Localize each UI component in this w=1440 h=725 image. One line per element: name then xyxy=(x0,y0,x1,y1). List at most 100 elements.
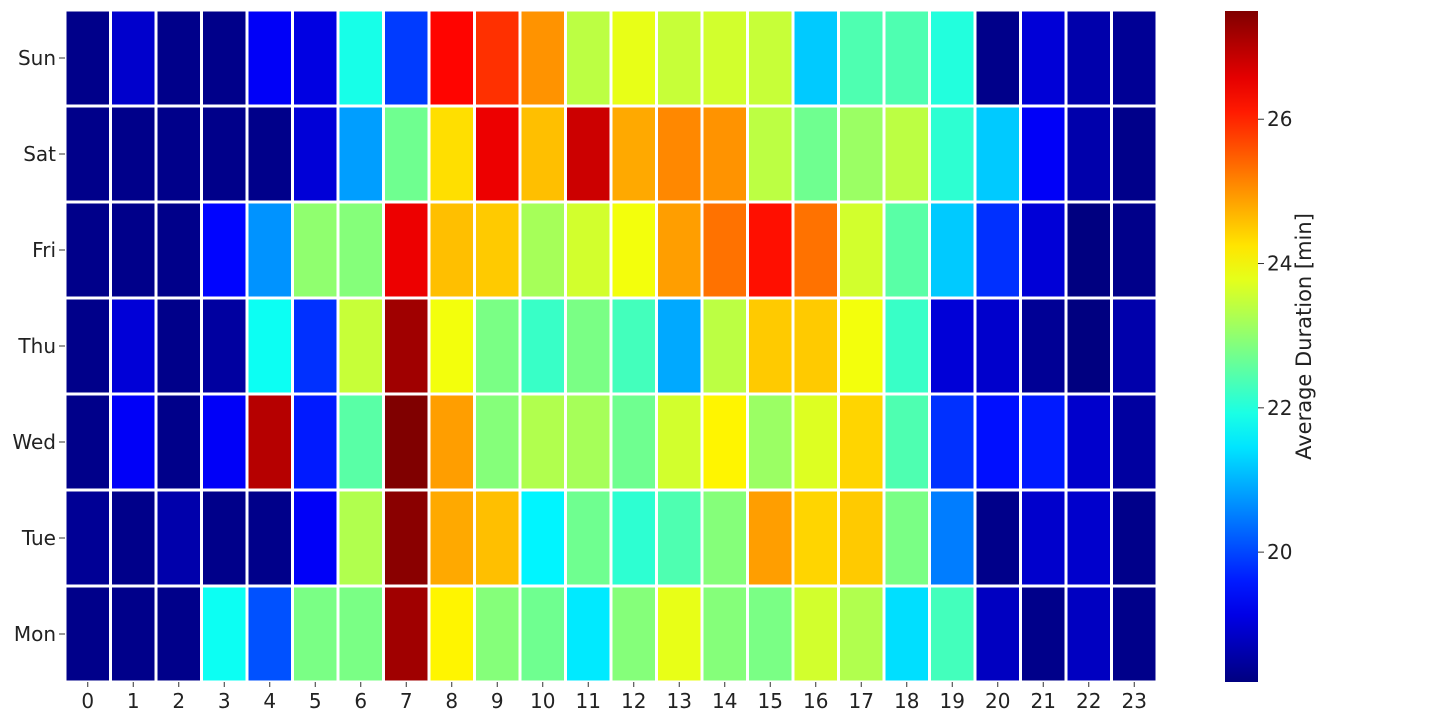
heatmap-cell-tue-22 xyxy=(1064,488,1113,588)
colorbar-tick-label-24: 24 xyxy=(1267,252,1292,276)
heatmap-cell-wed-23 xyxy=(1110,392,1159,492)
heatmap-cell-mon-19 xyxy=(928,584,977,684)
heatmap-cell-fri-15 xyxy=(746,200,795,300)
heatmap-cell-fri-8 xyxy=(427,200,476,300)
heatmap-cell-sat-14 xyxy=(700,104,749,204)
heatmap-cell-mon-20 xyxy=(973,584,1022,684)
heatmap-cell-thu-10 xyxy=(518,296,567,396)
heatmap-cell-sat-13 xyxy=(655,104,704,204)
y-tick-label-sun: Sun xyxy=(18,46,56,70)
heatmap-cell-thu-3 xyxy=(200,296,249,396)
heatmap-cell-tue-4 xyxy=(245,488,294,588)
heatmap-cell-fri-20 xyxy=(973,200,1022,300)
heatmap-cell-fri-18 xyxy=(882,200,931,300)
heatmap-cell-wed-16 xyxy=(791,392,840,492)
heatmap-cell-mon-21 xyxy=(1019,584,1068,684)
colorbar-label: Average Duration [min] xyxy=(1292,213,1316,460)
heatmap-cell-fri-14 xyxy=(700,200,749,300)
x-tick-label-10: 10 xyxy=(530,689,555,713)
heatmap-cell-wed-6 xyxy=(336,392,385,492)
heatmap-cell-fri-10 xyxy=(518,200,567,300)
heatmap-cell-wed-4 xyxy=(245,392,294,492)
heatmap-cell-fri-0 xyxy=(63,200,112,300)
x-tick-label-0: 0 xyxy=(81,689,94,713)
heatmap-cell-wed-2 xyxy=(154,392,203,492)
heatmap-cell-tue-9 xyxy=(473,488,522,588)
heatmap-cell-tue-15 xyxy=(746,488,795,588)
x-tick-label-11: 11 xyxy=(576,689,601,713)
colorbar-tick-label-22: 22 xyxy=(1267,396,1292,420)
heatmap-cell-mon-11 xyxy=(564,584,613,684)
heatmap-cell-wed-10 xyxy=(518,392,567,492)
heatmap-cell-mon-7 xyxy=(382,584,431,684)
y-tick-label-sat: Sat xyxy=(23,142,56,166)
x-tick-label-22: 22 xyxy=(1076,689,1101,713)
x-tick-label-21: 21 xyxy=(1031,689,1056,713)
heatmap-cell-sun-16 xyxy=(791,8,840,108)
heatmap-cell-fri-21 xyxy=(1019,200,1068,300)
heatmap-cell-thu-1 xyxy=(109,296,158,396)
heatmap-cell-tue-11 xyxy=(564,488,613,588)
heatmap-cell-sat-16 xyxy=(791,104,840,204)
heatmap-cell-sat-19 xyxy=(928,104,977,204)
heatmap-cell-thu-2 xyxy=(154,296,203,396)
heatmap-cell-sat-0 xyxy=(63,104,112,204)
x-tick-label-3: 3 xyxy=(218,689,231,713)
heatmap-cell-mon-4 xyxy=(245,584,294,684)
heatmap-cell-sun-6 xyxy=(336,8,385,108)
y-axis-labels: Sun Sat Fri Thu Wed Tue Mon xyxy=(12,46,65,646)
heatmap-cell-sat-18 xyxy=(882,104,931,204)
heatmap-cell-wed-19 xyxy=(928,392,977,492)
heatmap-cell-thu-12 xyxy=(609,296,658,396)
heatmap-cell-wed-13 xyxy=(655,392,704,492)
y-tick-label-fri: Fri xyxy=(32,238,56,262)
x-tick-label-14: 14 xyxy=(712,689,737,713)
heatmap-cell-wed-21 xyxy=(1019,392,1068,492)
heatmap-cell-tue-8 xyxy=(427,488,476,588)
heatmap-cell-sun-1 xyxy=(109,8,158,108)
x-tick-label-9: 9 xyxy=(491,689,504,713)
heatmap-cell-fri-9 xyxy=(473,200,522,300)
colorbar-gradient xyxy=(1225,11,1258,682)
heatmap-cell-mon-12 xyxy=(609,584,658,684)
heatmap-cell-sun-7 xyxy=(382,8,431,108)
heatmap-cell-thu-11 xyxy=(564,296,613,396)
heatmap-cell-tue-17 xyxy=(837,488,886,588)
heatmap-cell-sat-12 xyxy=(609,104,658,204)
heatmap-cell-wed-20 xyxy=(973,392,1022,492)
heatmap-cell-mon-5 xyxy=(291,584,340,684)
colorbar-tick-label-20: 20 xyxy=(1267,540,1292,564)
heatmap-cell-mon-22 xyxy=(1064,584,1113,684)
heatmap-cell-mon-2 xyxy=(154,584,203,684)
y-tick-label-thu: Thu xyxy=(17,334,56,358)
heatmap-cell-sun-20 xyxy=(973,8,1022,108)
heatmap-cell-thu-16 xyxy=(791,296,840,396)
heatmap-cell-wed-14 xyxy=(700,392,749,492)
heatmap-cell-thu-8 xyxy=(427,296,476,396)
y-tick-label-mon: Mon xyxy=(14,622,56,646)
x-tick-label-23: 23 xyxy=(1122,689,1147,713)
heatmap-cell-tue-1 xyxy=(109,488,158,588)
heatmap-cell-tue-6 xyxy=(336,488,385,588)
heatmap-cell-tue-12 xyxy=(609,488,658,588)
heatmap-cell-tue-18 xyxy=(882,488,931,588)
x-tick-label-4: 4 xyxy=(263,689,276,713)
x-tick-label-17: 17 xyxy=(849,689,874,713)
heatmap-cell-thu-18 xyxy=(882,296,931,396)
heatmap-cell-tue-20 xyxy=(973,488,1022,588)
heatmap-cell-wed-11 xyxy=(564,392,613,492)
heatmap-cell-mon-16 xyxy=(791,584,840,684)
x-tick-label-1: 1 xyxy=(127,689,140,713)
heatmap-cell-sat-11 xyxy=(564,104,613,204)
heatmap-cell-sat-5 xyxy=(291,104,340,204)
heatmap-cell-sat-9 xyxy=(473,104,522,204)
heatmap-cell-tue-16 xyxy=(791,488,840,588)
heatmap-cell-fri-13 xyxy=(655,200,704,300)
heatmap-cell-wed-9 xyxy=(473,392,522,492)
heatmap-cell-thu-21 xyxy=(1019,296,1068,396)
heatmap-cell-sun-17 xyxy=(837,8,886,108)
heatmap-cell-fri-2 xyxy=(154,200,203,300)
heatmap-cell-mon-3 xyxy=(200,584,249,684)
heatmap-cell-mon-9 xyxy=(473,584,522,684)
